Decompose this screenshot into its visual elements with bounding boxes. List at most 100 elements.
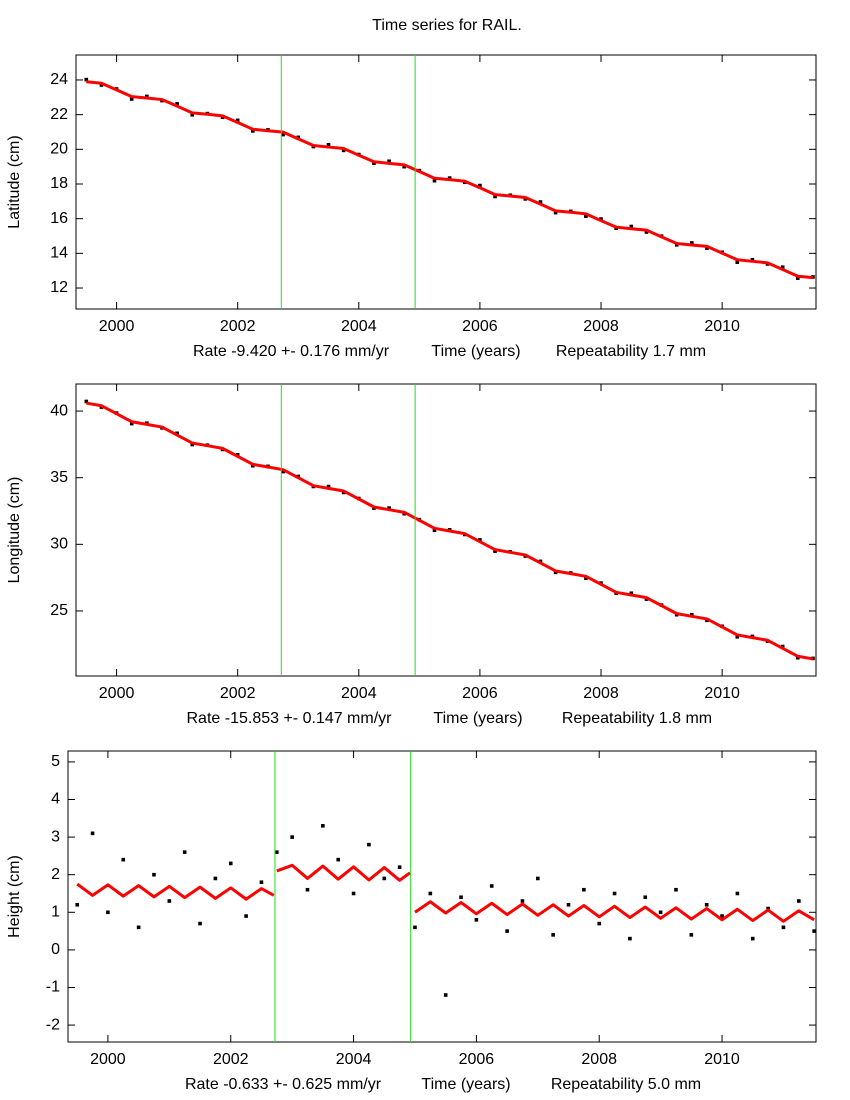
observation-point	[750, 257, 755, 262]
observation-point	[99, 83, 104, 87]
y-tick-label: 22	[50, 106, 68, 123]
observation-point	[735, 891, 740, 896]
observation-point	[478, 183, 482, 188]
observation-point	[235, 118, 240, 123]
observation-point	[780, 265, 785, 270]
observation-point	[520, 899, 525, 903]
observation-point	[489, 884, 494, 888]
plot-frame	[75, 383, 817, 677]
y-tick-label: 20	[50, 141, 68, 158]
x-tick-label: 2000	[99, 318, 135, 335]
x-tick-label: 2004	[341, 685, 377, 702]
observation-point	[321, 824, 325, 828]
observation-point	[129, 421, 134, 426]
rate-label: Rate -15.853 +- 0.147 mm/yr	[187, 710, 393, 727]
x-tick-label: 2010	[704, 685, 740, 702]
observation-point	[705, 246, 709, 250]
observation-point	[447, 176, 452, 180]
y-tick-label: 3	[51, 828, 60, 845]
repeatability-label: Repeatability 1.8 mm	[562, 710, 712, 727]
plot-frame	[75, 54, 817, 310]
observation-point	[198, 921, 202, 926]
observation-point	[643, 895, 648, 900]
observation-point	[397, 865, 402, 869]
observation-point	[90, 831, 95, 836]
observation-point	[326, 484, 331, 489]
x-axis-label: Time (years)	[421, 1076, 510, 1093]
observation-point	[259, 880, 264, 885]
x-tick-label: 2006	[462, 318, 498, 335]
observation-point	[167, 899, 172, 903]
y-tick-label: 0	[51, 941, 60, 958]
observation-point	[597, 921, 602, 926]
observation-point	[413, 925, 417, 930]
observation-point	[152, 872, 156, 877]
observation-point	[402, 164, 407, 169]
y-tick-label: 24	[50, 71, 68, 88]
repeatability-label: Repeatability 1.7 mm	[556, 343, 706, 360]
x-tick-label: 2008	[583, 685, 619, 702]
observation-point	[629, 591, 634, 596]
y-tick-label: 14	[50, 245, 68, 262]
x-tick-label: 2000	[99, 685, 135, 702]
y-tick-label: 25	[50, 602, 68, 619]
observation-point	[432, 528, 437, 532]
fit-line	[276, 863, 411, 882]
x-tick-label: 2010	[704, 318, 740, 335]
observation-point	[629, 224, 634, 229]
observation-point	[690, 612, 694, 617]
observation-point	[387, 159, 391, 164]
x-axis-label: Time (years)	[431, 343, 520, 360]
y-tick-label: 2	[51, 866, 60, 883]
rate-label: Rate -9.420 +- 0.176 mm/yr	[193, 343, 390, 360]
x-tick-label: 2008	[583, 318, 619, 335]
observation-point	[505, 929, 509, 933]
observation-point	[459, 895, 463, 900]
x-tick-label: 2008	[581, 1051, 617, 1068]
observation-point	[443, 993, 448, 997]
observation-point	[387, 506, 391, 510]
observation-point	[175, 102, 179, 106]
observation-point	[432, 178, 437, 183]
x-tick-label: 2004	[341, 318, 377, 335]
observation-point	[584, 214, 588, 219]
observation-point	[244, 914, 248, 918]
observation-point	[780, 644, 785, 649]
y-tick-label: 5	[51, 753, 60, 770]
fit-line	[86, 401, 814, 661]
observation-point	[367, 842, 371, 847]
x-tick-label: 2006	[462, 685, 498, 702]
observation-point	[145, 94, 149, 99]
observation-point	[674, 887, 678, 892]
observation-point	[658, 910, 663, 915]
plot-frame	[67, 750, 817, 1043]
observation-point	[129, 97, 134, 101]
observation-point	[182, 850, 187, 854]
observation-point	[612, 891, 617, 896]
observation-point	[351, 891, 356, 896]
observation-point	[251, 129, 255, 133]
x-tick-label: 2002	[220, 318, 256, 335]
y-tick-label: 16	[50, 210, 68, 227]
fit-line	[86, 80, 814, 280]
observation-point	[75, 902, 80, 907]
observation-point	[551, 933, 555, 937]
fit-line	[414, 900, 815, 923]
observation-point	[690, 241, 694, 245]
chart-title: Time series for RAIL.	[372, 17, 522, 34]
observation-point	[628, 936, 632, 941]
x-tick-label: 2002	[213, 1051, 249, 1068]
observation-point	[566, 902, 571, 907]
observation-point	[644, 230, 649, 234]
y-axis-label: Latitude (cm)	[6, 135, 23, 228]
observation-point	[812, 929, 816, 933]
y-tick-label: 4	[51, 791, 60, 808]
observation-point	[290, 835, 294, 839]
observation-point	[474, 918, 479, 922]
repeatability-label: Repeatability 5.0 mm	[551, 1076, 701, 1093]
observation-point	[228, 861, 233, 866]
observation-point	[190, 113, 195, 117]
observation-point	[84, 399, 89, 404]
y-tick-label: -2	[46, 1016, 60, 1033]
